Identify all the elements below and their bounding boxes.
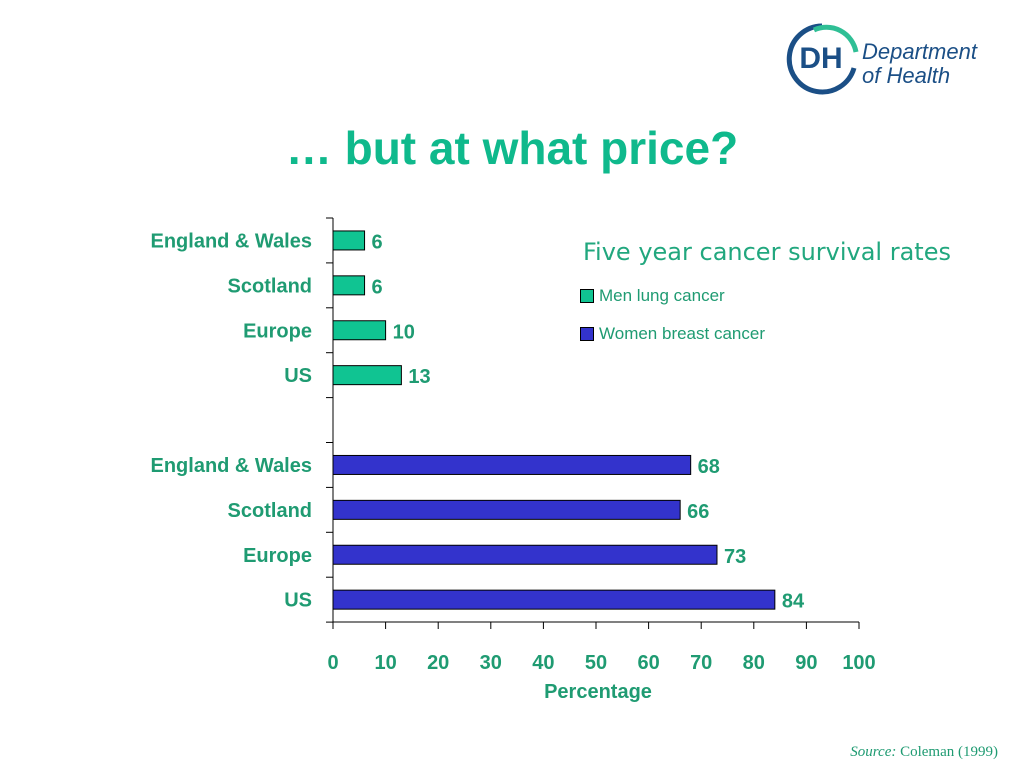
category-label: Scotland — [228, 500, 312, 522]
category-label: US — [284, 365, 312, 387]
legend-label-women-breast: Women breast cancer — [599, 324, 765, 343]
logo-line-2: of Health — [862, 63, 951, 88]
logo-line-1: Department — [862, 39, 977, 64]
survival-bar-chart: 0 10 20 30 40 50 60 70 80 90 100 Percentage 6 England… — [150, 217, 876, 703]
bar — [332, 544, 718, 565]
legend-swatch-women-breast — [580, 327, 594, 341]
x-tick-label: 0 — [327, 652, 338, 674]
x-tick-label: 70 — [690, 652, 712, 674]
bar — [332, 320, 387, 341]
source-citation: Source: Coleman (1999) — [850, 744, 998, 761]
x-tick-label: 40 — [532, 652, 554, 674]
category-label: Europe — [243, 320, 312, 342]
category-label: England & Wales — [150, 455, 312, 477]
source-prefix: Source: — [850, 744, 897, 760]
category-label: Scotland — [228, 275, 312, 297]
x-tick-label: 90 — [795, 652, 817, 674]
data-label: 6 — [372, 276, 383, 298]
bar — [332, 230, 366, 251]
dh-logo-icon: DH — [786, 23, 859, 95]
bar — [332, 454, 692, 475]
bar — [332, 589, 776, 610]
x-tick-label: 100 — [842, 652, 875, 674]
data-label: 84 — [782, 591, 805, 613]
x-tick-label: 20 — [427, 652, 449, 674]
dh-logo: DH Department of Health — [784, 22, 1004, 96]
data-label: 66 — [687, 501, 709, 523]
x-tick-label: 10 — [374, 652, 396, 674]
legend-label-men-lung: Men lung cancer — [599, 286, 725, 305]
x-tick-label: 60 — [637, 652, 659, 674]
data-label: 6 — [372, 231, 383, 253]
x-tick-label: 50 — [585, 652, 607, 674]
bar — [332, 275, 366, 296]
category-label: US — [284, 590, 312, 612]
dh-logo-mark: DH — [799, 42, 842, 75]
category-label: England & Wales — [150, 230, 312, 252]
x-tick-label: 80 — [743, 652, 765, 674]
x-axis-title: Percentage — [544, 681, 652, 703]
source-text: Coleman (1999) — [900, 744, 998, 760]
page-title: … but at what price? — [285, 122, 739, 174]
bar — [332, 499, 681, 520]
category-label: Europe — [243, 545, 312, 567]
data-label: 73 — [724, 546, 746, 568]
data-label: 13 — [408, 366, 430, 388]
data-label: 68 — [698, 456, 720, 478]
bar — [332, 365, 402, 386]
legend-title: Five year cancer survival rates — [583, 238, 951, 266]
legend-swatch-men-lung — [580, 289, 594, 303]
x-tick-label: 30 — [480, 652, 502, 674]
data-label: 10 — [393, 321, 415, 343]
